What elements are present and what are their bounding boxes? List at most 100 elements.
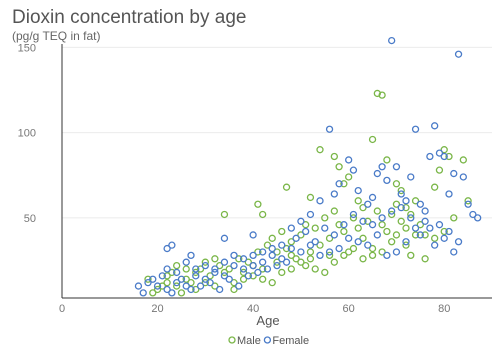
data-point-female: [263, 265, 272, 273]
x-tick-label: 40: [247, 303, 259, 315]
x-tick-label: 60: [343, 303, 355, 315]
data-point-male: [206, 272, 214, 280]
data-point-female: [407, 173, 415, 181]
data-point-male: [220, 268, 229, 277]
data-point-female: [435, 221, 444, 229]
data-point-female: [388, 207, 396, 215]
data-point-male: [378, 221, 386, 229]
legend-label-male: Male: [237, 335, 261, 347]
data-point-male: [464, 197, 472, 205]
data-point-female: [392, 163, 401, 171]
data-point-female: [368, 193, 377, 202]
data-point-female: [201, 275, 209, 283]
data-point-male: [259, 275, 267, 283]
data-point-female: [411, 224, 420, 232]
data-point-male: [192, 268, 200, 277]
data-point-female: [230, 261, 238, 270]
data-point-male: [244, 258, 252, 266]
data-point-male: [354, 197, 362, 205]
data-point-male: [354, 224, 362, 232]
data-point-male: [249, 272, 257, 280]
y-tick-label: 100: [18, 128, 36, 140]
data-point-male: [378, 91, 386, 99]
data-point-female: [249, 251, 257, 260]
data-point-male: [216, 261, 224, 270]
x-tick-label: 80: [438, 303, 450, 315]
data-point-female: [359, 217, 367, 225]
data-point-female: [440, 234, 448, 242]
data-point-female: [402, 238, 410, 246]
data-point-male: [268, 279, 276, 287]
data-point-female: [373, 169, 381, 178]
data-point-male: [263, 241, 272, 249]
data-point-male: [421, 231, 429, 239]
data-point-male: [340, 180, 348, 188]
data-point-male: [321, 214, 329, 222]
data-point-female: [182, 258, 190, 266]
data-point-female: [163, 244, 171, 253]
data-point-male: [273, 258, 281, 266]
data-point-male: [230, 279, 238, 287]
data-point-male: [168, 268, 176, 277]
data-point-male: [235, 255, 243, 263]
data-point-female: [187, 285, 195, 294]
data-point-male: [287, 265, 295, 273]
data-point-female: [211, 265, 219, 273]
data-point-male: [388, 238, 396, 246]
data-point-male: [287, 251, 295, 260]
data-point-female: [392, 248, 401, 256]
data-point-female: [297, 217, 305, 225]
data-point-female: [378, 214, 386, 222]
data-point-female: [278, 255, 286, 263]
data-point-female: [411, 125, 420, 133]
data-point-male: [340, 251, 348, 260]
data-point-male: [368, 135, 377, 144]
data-point-female: [192, 265, 200, 273]
data-point-male: [273, 248, 281, 256]
data-point-male: [187, 279, 195, 287]
data-point-female: [196, 282, 205, 290]
data-point-female: [421, 207, 429, 215]
data-point-female: [168, 289, 176, 297]
data-point-female: [220, 234, 229, 242]
data-point-female: [450, 248, 458, 256]
data-point-female: [244, 272, 252, 280]
data-point-male: [311, 265, 319, 273]
data-point-female: [349, 210, 358, 219]
data-point-female: [282, 258, 291, 266]
chart-title: Dioxin concentration by age: [12, 7, 247, 28]
data-point-male: [239, 268, 248, 277]
data-point-female: [158, 272, 166, 280]
data-point-female: [173, 279, 181, 287]
data-point-female: [134, 282, 143, 290]
data-point-male: [201, 258, 209, 266]
y-tick-label: 150: [18, 42, 36, 54]
data-point-female: [454, 238, 463, 246]
data-point-female: [235, 282, 243, 290]
data-point-male: [192, 285, 200, 294]
data-point-female: [149, 275, 157, 283]
data-point-male: [345, 248, 353, 256]
data-point-male: [402, 241, 410, 249]
data-point-female: [206, 279, 214, 287]
data-point-male: [421, 255, 429, 263]
data-point-male: [325, 234, 334, 242]
data-point-male: [158, 282, 166, 290]
data-point-female: [354, 186, 362, 195]
data-point-male: [306, 255, 315, 263]
data-point-female: [354, 238, 362, 246]
x-tick-label: 20: [151, 303, 163, 315]
data-point-male: [254, 200, 262, 208]
data-point-female: [416, 231, 424, 239]
data-point-male: [368, 251, 377, 260]
data-point-male: [282, 244, 291, 253]
data-point-female: [268, 251, 276, 260]
data-point-female: [435, 149, 444, 157]
data-point-male: [335, 163, 343, 171]
data-point-male: [225, 265, 233, 273]
data-point-male: [411, 197, 420, 205]
data-point-female: [388, 36, 396, 45]
data-point-male: [435, 166, 444, 174]
data-point-female: [445, 190, 453, 198]
data-point-female: [297, 248, 305, 256]
